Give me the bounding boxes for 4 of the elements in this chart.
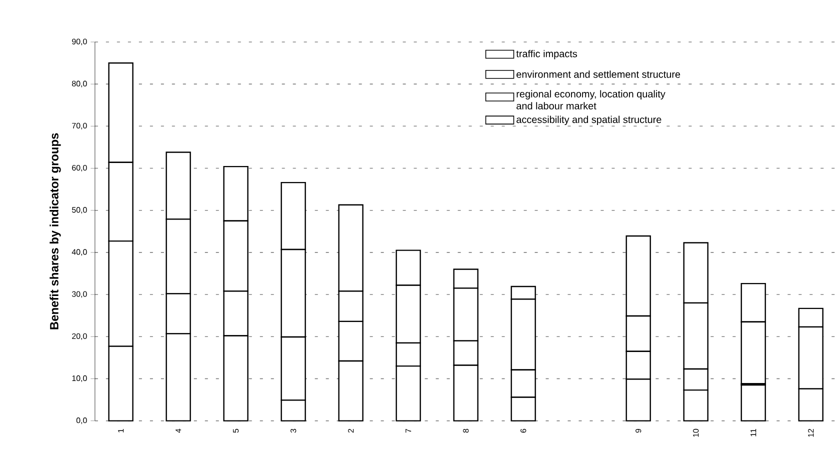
y-axis-title: Benefit shares by indicator groups [50,133,61,330]
legend-label: environment and settlement structure [516,70,680,78]
legend-label: accessibility and spatial structure [516,116,662,126]
legend-label: traffic impacts [516,50,578,60]
